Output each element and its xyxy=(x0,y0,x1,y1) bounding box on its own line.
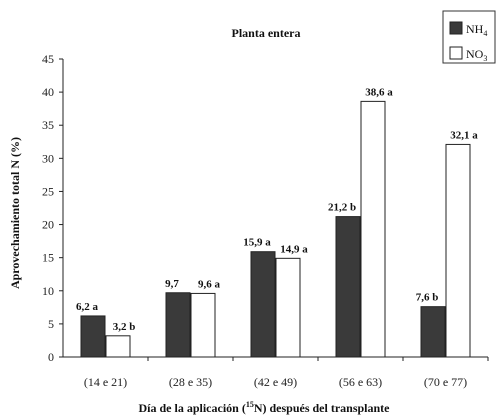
y-ticks: 0 5 10 15 20 25 30 35 40 45 xyxy=(42,52,63,364)
x-tick-label: (70 e 77) xyxy=(424,375,467,389)
x-axis-title-superscript: 15 xyxy=(246,400,254,409)
y-tick-label: 25 xyxy=(42,184,54,198)
data-label: 6,2 a xyxy=(76,301,99,313)
y-tick-label: 15 xyxy=(42,251,54,265)
y-tick-label: 45 xyxy=(42,52,54,66)
bar-no3 xyxy=(360,100,386,358)
y-tick-label: 40 xyxy=(42,85,54,99)
data-label: 7,6 b xyxy=(416,292,439,304)
data-label: 14,9 a xyxy=(280,243,308,255)
x-tick-label: (14 e 21) xyxy=(84,375,127,389)
bar-nh4 xyxy=(250,251,276,358)
y-tick-label: 0 xyxy=(48,350,54,364)
y-tick-label: 10 xyxy=(42,284,54,298)
legend: NH4 NO3 xyxy=(442,10,496,64)
data-label: 9,7 xyxy=(165,278,179,290)
bar-no3 xyxy=(190,292,216,358)
bar-nh4 xyxy=(420,306,446,358)
bar-nh4 xyxy=(165,292,191,358)
x-tick-label: (56 e 63) xyxy=(339,375,382,389)
bar-no3 xyxy=(445,143,471,358)
y-tick-label: 30 xyxy=(42,151,54,165)
bar-no3 xyxy=(275,257,301,358)
x-axis-title: Día de la aplicación (15N) después del t… xyxy=(138,400,390,415)
bar-nh4 xyxy=(335,216,361,358)
y-tick-label: 20 xyxy=(42,218,54,232)
data-label: 3,2 b xyxy=(113,321,136,333)
x-axis-title-suffix: N) después del transplante xyxy=(254,401,390,415)
data-label: 21,2 b xyxy=(328,202,356,214)
chart-title: Planta entera xyxy=(232,26,301,40)
chart-bars xyxy=(80,100,471,358)
legend-swatch xyxy=(449,46,463,60)
legend-swatch xyxy=(449,21,463,35)
y-axis-title: Aprovechamiento total N (%) xyxy=(8,137,22,289)
bar-no3 xyxy=(105,335,131,358)
x-tick-label: (42 e 49) xyxy=(254,375,297,389)
data-label: 38,6 a xyxy=(365,86,393,98)
x-tick-labels: (14 e 21) (28 e 35) (42 e 49) (56 e 63) (70 … xyxy=(84,357,489,389)
legend-label: NH4 xyxy=(466,22,487,38)
legend-label: NO3 xyxy=(466,47,487,63)
x-axis-title-prefix: Día de la aplicación ( xyxy=(138,401,245,415)
y-tick-label: 5 xyxy=(48,317,54,331)
data-label: 32,1 a xyxy=(450,129,478,141)
bar-nh4 xyxy=(80,315,106,358)
data-label: 9,6 a xyxy=(198,278,221,290)
x-tick-label: (28 e 35) xyxy=(169,375,212,389)
data-label: 15,9 a xyxy=(243,237,271,249)
y-tick-label: 35 xyxy=(42,118,54,132)
data-labels: 6,2 a 3,2 b 9,7 9,6 a 15,9 a 14,9 a 21,2 b 38,6… xyxy=(76,86,478,332)
